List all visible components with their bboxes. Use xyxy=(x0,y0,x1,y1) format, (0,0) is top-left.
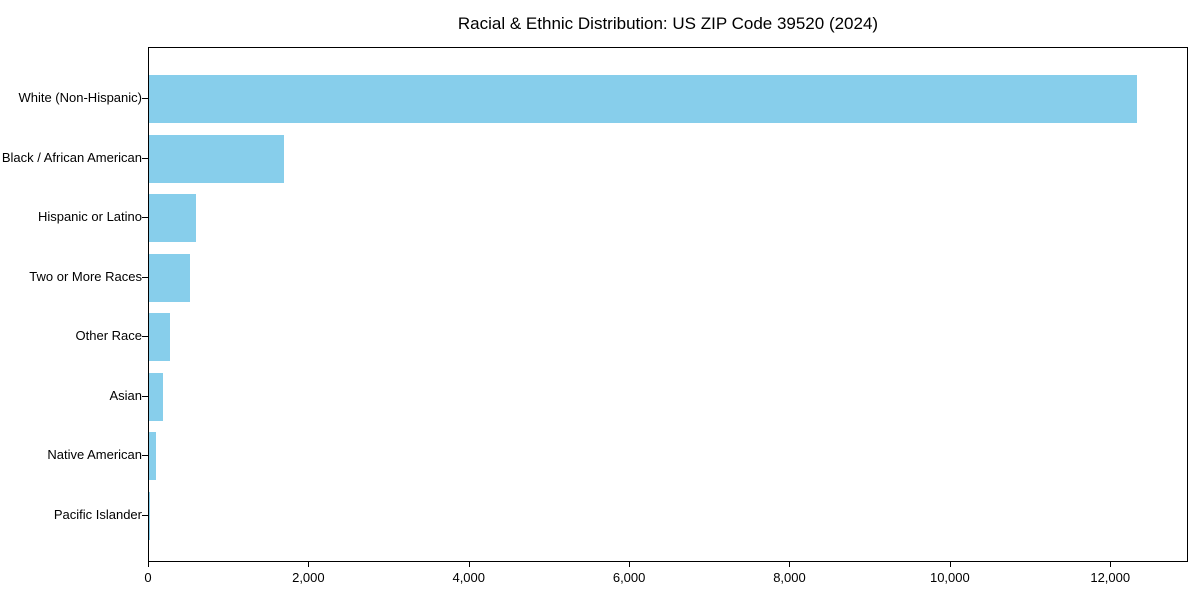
y-tick-label-native-american: Native American xyxy=(47,447,142,462)
y-tick-mark xyxy=(142,157,148,159)
bar-native-american xyxy=(149,432,157,480)
chart-title: Racial & Ethnic Distribution: US ZIP Cod… xyxy=(457,14,879,33)
bar-asian xyxy=(149,372,163,421)
bar-hispanic-or-latino xyxy=(149,194,196,242)
x-tick-label-2000: 2,000 xyxy=(292,570,325,585)
y-tick-label-asian: Asian xyxy=(109,387,142,403)
y-tick-label-pacific-islander: Pacific Islander xyxy=(53,506,142,522)
y-tick-label-hispanic-or-latino: Hispanic or Latino xyxy=(37,209,142,224)
y-tick-mark xyxy=(142,336,148,337)
plot-area xyxy=(148,47,1188,562)
y-tick-label-black-african-american: Black / African American xyxy=(1,149,142,165)
x-tick-mark xyxy=(789,562,791,567)
bar-other-race xyxy=(149,313,171,361)
x-tick-label-0: 0 xyxy=(144,570,152,585)
y-tick-mark xyxy=(142,514,148,516)
y-tick-label-two-or-more-races: Two or More Races xyxy=(29,268,142,284)
y-tick-mark xyxy=(142,395,148,397)
x-tick-mark xyxy=(629,562,631,567)
x-tick-label-8000: 8,000 xyxy=(773,570,806,585)
x-tick-mark xyxy=(308,562,310,567)
x-tick-mark xyxy=(949,562,951,567)
y-tick-mark xyxy=(142,276,148,278)
x-tick-label-12000: 12,000 xyxy=(1090,570,1131,585)
y-tick-mark xyxy=(142,98,148,99)
x-tick-label-10000: 10,000 xyxy=(929,570,970,585)
x-tick-mark xyxy=(1110,562,1112,567)
x-tick-mark xyxy=(468,562,470,567)
x-tick-label-4000: 4,000 xyxy=(452,570,486,585)
y-tick-mark xyxy=(142,217,148,218)
bar-white-non-hispanic xyxy=(149,75,1137,123)
bar-two-or-more-races xyxy=(149,253,190,302)
y-tick-mark xyxy=(142,455,148,456)
y-tick-label-other-race: Other Race xyxy=(75,328,142,343)
y-tick-label-white-non-hispanic: White (Non-Hispanic) xyxy=(18,90,142,105)
x-tick-mark xyxy=(148,562,149,567)
bar-black-african-american xyxy=(149,134,284,183)
x-tick-label-6000: 6,000 xyxy=(612,570,646,585)
